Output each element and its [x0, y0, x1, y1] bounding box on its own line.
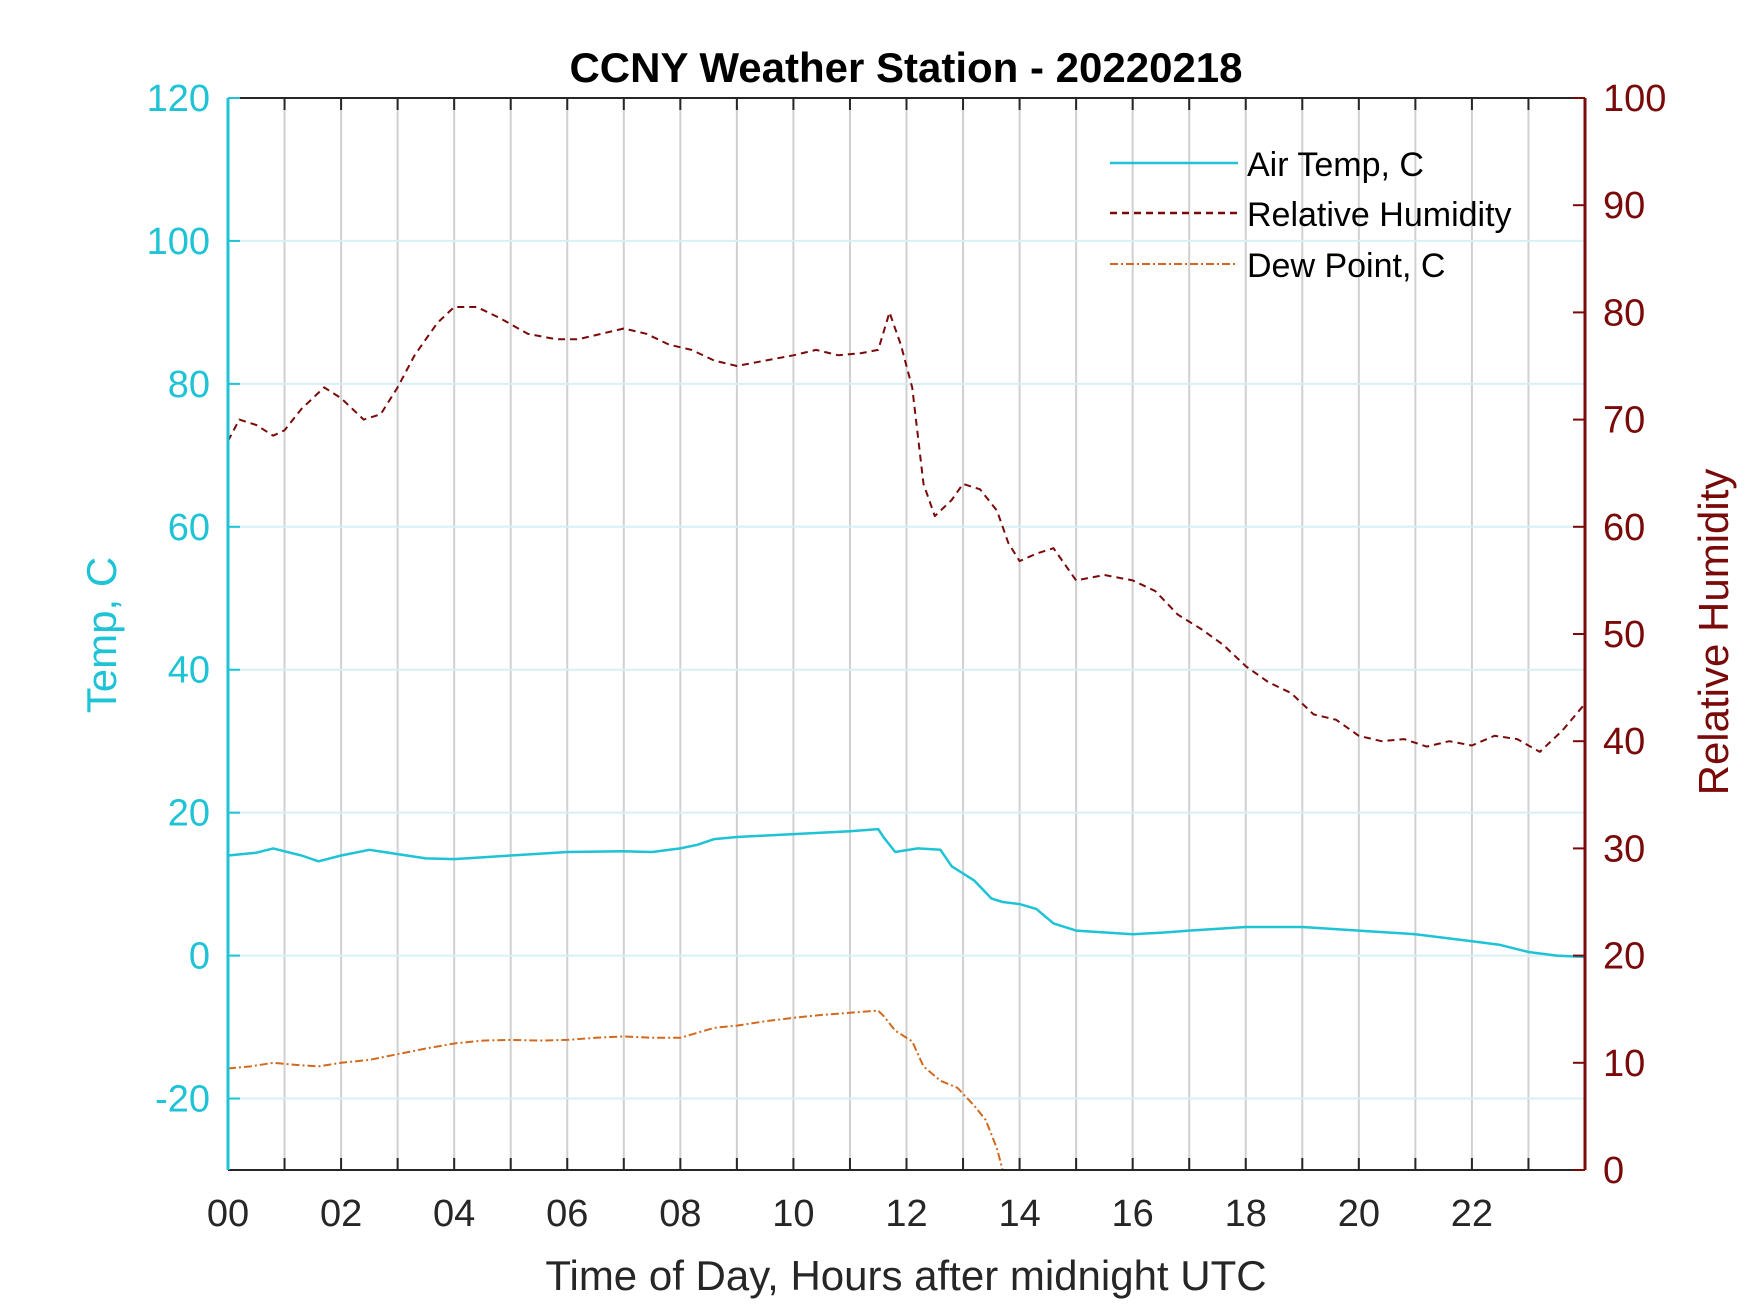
y-right-tick-label: 20 [1603, 936, 1645, 978]
y-left-tick-label: 120 [147, 78, 210, 120]
y-right-tick-label: 10 [1603, 1043, 1645, 1085]
series-line-air-temp [227, 827, 1586, 959]
x-tick-label: 16 [1112, 1193, 1154, 1235]
y-axis-right-label: Relative Humidity [1690, 469, 1737, 796]
y-right-tick-label: 60 [1603, 507, 1645, 549]
x-axis-label: Time of Day, Hours after midnight UTC [545, 1252, 1266, 1299]
legend: Air Temp, C Relative Humidity Dew Point,… [1110, 146, 1512, 285]
legend-label-humidity: Relative Humidity [1247, 196, 1512, 234]
tick-labels: 00 02 04 06 08 10 12 14 16 18 20 22-200204060801001… [147, 78, 1667, 1235]
x-tick-label: 06 [546, 1193, 588, 1235]
axes [226, 97, 1587, 1171]
y-left-tick-label: 60 [168, 507, 210, 549]
y-right-tick-label: 30 [1603, 828, 1645, 870]
y-right-tick-label: 100 [1603, 78, 1666, 120]
y-left-tick-label: -20 [155, 1079, 210, 1121]
x-tick-label: 14 [998, 1193, 1040, 1235]
y-left-tick-label: 0 [189, 936, 210, 978]
y-right-tick-label: 90 [1603, 185, 1645, 227]
y-left-tick-label: 40 [168, 650, 210, 692]
x-tick-label: 20 [1338, 1193, 1380, 1235]
y-right-tick-label: 0 [1603, 1150, 1624, 1192]
x-tick-label: 22 [1451, 1193, 1493, 1235]
series-group [227, 306, 1586, 1171]
x-tick-label: 18 [1225, 1193, 1267, 1235]
legend-label-air-temp: Air Temp, C [1247, 146, 1424, 184]
x-tick-label: 12 [885, 1193, 927, 1235]
series-line-dew-point [227, 1009, 1004, 1171]
y-right-tick-label: 70 [1603, 400, 1645, 442]
x-tick-label: 04 [433, 1193, 475, 1235]
x-tick-label: 02 [320, 1193, 362, 1235]
chart-title: CCNY Weather Station - 20220218 [569, 44, 1242, 91]
series-line-humidity [227, 306, 1586, 753]
y-left-tick-label: 100 [147, 221, 210, 263]
y-right-tick-label: 80 [1603, 292, 1645, 334]
grid [228, 98, 1585, 1170]
x-tick-label: 10 [772, 1193, 814, 1235]
x-tick-label: 08 [659, 1193, 701, 1235]
legend-label-dew-point: Dew Point, C [1247, 247, 1445, 285]
y-left-tick-label: 80 [168, 364, 210, 406]
y-right-tick-label: 50 [1603, 614, 1645, 656]
y-axis-left-label: Temp, C [78, 557, 125, 713]
x-tick-label: 00 [207, 1193, 249, 1235]
y-left-tick-label: 20 [168, 793, 210, 835]
y-right-tick-label: 40 [1603, 721, 1645, 763]
